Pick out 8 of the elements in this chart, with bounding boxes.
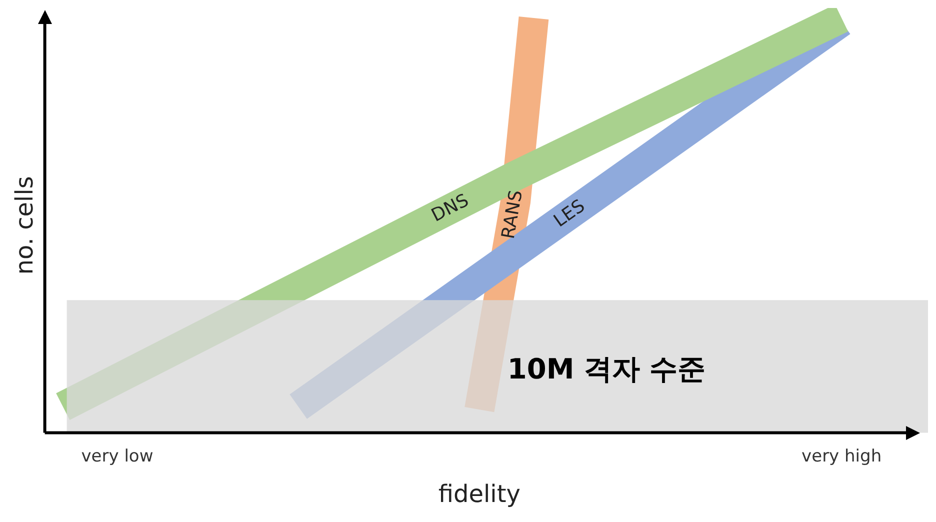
text: LES	[550, 195, 589, 232]
y-axis-title: no. cells	[10, 176, 39, 275]
x-tick-label: very low	[81, 446, 154, 466]
band-label: 10M 격자 수준	[507, 352, 706, 386]
text: RANS	[498, 188, 527, 240]
text: DNS	[428, 190, 472, 226]
x-axis-title: fidelity	[438, 480, 520, 508]
x-tick-label: very high	[802, 446, 882, 466]
